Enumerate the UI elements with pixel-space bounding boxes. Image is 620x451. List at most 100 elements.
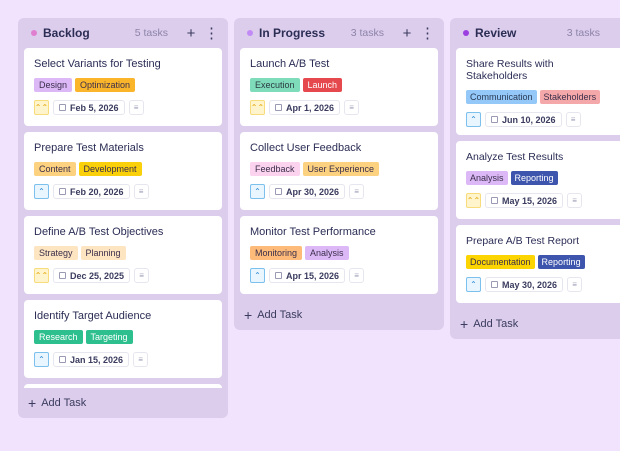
tag: Research bbox=[34, 330, 83, 344]
column-color-dot bbox=[31, 30, 37, 36]
due-date-text: May 30, 2026 bbox=[502, 279, 558, 290]
priority-high-icon[interactable]: ⌃⌃ bbox=[34, 100, 49, 115]
tag: Analysis bbox=[305, 246, 349, 260]
task-card[interactable]: Select Variants for Testing Design Optimiz… bbox=[24, 48, 222, 126]
task-footer: ⌃ Feb 20, 2026 ≡ bbox=[34, 184, 212, 199]
column-review: Review 3 tasks Share Results with Stakeho… bbox=[450, 18, 620, 339]
priority-medium-icon[interactable]: ⌃ bbox=[34, 184, 49, 199]
column-color-dot bbox=[463, 30, 469, 36]
more-options-icon[interactable]: ⋮ bbox=[420, 25, 435, 42]
task-list: Launch A/B Test Execution Launch ⌃⌃ Apr 1,… bbox=[234, 48, 444, 300]
task-card[interactable]: Analyze Test Results Analysis Reporting ⌃⌃… bbox=[456, 141, 620, 219]
tag-list: Content Development bbox=[34, 162, 212, 176]
due-date[interactable]: Feb 5, 2026 bbox=[53, 100, 125, 115]
tag: Monitoring bbox=[250, 246, 303, 260]
tag-list: Documentation Reporting bbox=[466, 255, 617, 269]
due-date[interactable]: Jun 10, 2026 bbox=[485, 112, 562, 127]
task-title: Prepare A/B Test Report bbox=[466, 235, 580, 247]
task-card[interactable]: Define A/B Test Objectives Strategy Planni… bbox=[24, 216, 222, 294]
notes-icon[interactable]: ≡ bbox=[349, 184, 365, 199]
task-card[interactable] bbox=[24, 384, 222, 388]
add-task-button[interactable]: + Add Task bbox=[234, 300, 444, 330]
add-icon[interactable]: + bbox=[402, 24, 412, 42]
column-header: In Progress 3 tasks + ⋮ bbox=[234, 18, 444, 48]
priority-medium-icon[interactable]: ⌃ bbox=[466, 277, 481, 292]
calendar-icon bbox=[275, 272, 282, 279]
task-title: Select Variants for Testing bbox=[34, 58, 161, 70]
notes-icon[interactable]: ≡ bbox=[133, 352, 149, 367]
task-title: Define A/B Test Objectives bbox=[34, 226, 164, 238]
task-footer: ⌃ Apr 15, 2026 ≡ bbox=[250, 268, 428, 283]
add-task-button[interactable]: + Add Task bbox=[450, 309, 620, 339]
due-date[interactable]: Apr 1, 2026 bbox=[269, 100, 341, 115]
due-date-text: Apr 15, 2026 bbox=[286, 270, 340, 281]
calendar-icon bbox=[59, 356, 66, 363]
due-date-text: Feb 20, 2026 bbox=[70, 186, 124, 197]
tag: Targeting bbox=[85, 330, 133, 344]
task-card[interactable]: Prepare Test Materials Content Development… bbox=[24, 132, 222, 210]
more-options-icon[interactable]: ⋮ bbox=[204, 25, 219, 42]
due-date[interactable]: Dec 25, 2025 bbox=[53, 268, 131, 283]
task-title: Identify Target Audience bbox=[34, 310, 152, 322]
tag: Stakeholders bbox=[539, 90, 601, 104]
column-backlog: Backlog 5 tasks + ⋮ Select Variants for Te… bbox=[18, 18, 228, 418]
due-date[interactable]: May 15, 2026 bbox=[485, 193, 564, 208]
tag: Planning bbox=[80, 246, 126, 260]
due-date-text: Feb 5, 2026 bbox=[70, 102, 119, 113]
tag: Content bbox=[34, 162, 76, 176]
task-card[interactable]: Prepare A/B Test Report Documentation Repo… bbox=[456, 225, 620, 303]
task-card[interactable]: Monitor Test Performance Monitoring Analys… bbox=[240, 216, 438, 294]
tag-list: Monitoring Analysis bbox=[250, 246, 428, 260]
notes-icon[interactable]: ≡ bbox=[344, 100, 360, 115]
add-task-label: Add Task bbox=[473, 318, 519, 330]
add-task-button[interactable]: + Add Task bbox=[18, 388, 228, 418]
notes-icon[interactable]: ≡ bbox=[134, 268, 150, 283]
notes-icon[interactable]: ≡ bbox=[567, 277, 583, 292]
calendar-icon bbox=[491, 116, 498, 123]
task-count: 5 tasks bbox=[134, 27, 168, 39]
task-card[interactable]: Collect User Feedback Feedback User Experi… bbox=[240, 132, 438, 210]
priority-medium-icon[interactable]: ⌃ bbox=[34, 352, 49, 367]
task-count: 3 tasks bbox=[350, 27, 384, 39]
task-count: 3 tasks bbox=[566, 27, 600, 39]
notes-icon[interactable]: ≡ bbox=[567, 193, 583, 208]
priority-medium-icon[interactable]: ⌃ bbox=[250, 184, 265, 199]
tag: Optimization bbox=[75, 78, 136, 92]
task-footer: ⌃ Jan 15, 2026 ≡ bbox=[34, 352, 212, 367]
tag: Analysis bbox=[466, 171, 508, 185]
priority-high-icon[interactable]: ⌃⌃ bbox=[34, 268, 49, 283]
due-date[interactable]: Feb 20, 2026 bbox=[53, 184, 130, 199]
tag: Feedback bbox=[250, 162, 300, 176]
notes-icon[interactable]: ≡ bbox=[133, 184, 149, 199]
due-date[interactable]: Jan 15, 2026 bbox=[53, 352, 130, 367]
tag-list: Communication Stakeholders bbox=[466, 90, 617, 104]
due-date[interactable]: May 30, 2026 bbox=[485, 277, 564, 292]
tag: Reporting bbox=[537, 255, 585, 269]
due-date[interactable]: Apr 15, 2026 bbox=[269, 268, 346, 283]
add-icon[interactable]: + bbox=[186, 24, 196, 42]
task-footer: ⌃ Apr 30, 2026 ≡ bbox=[250, 184, 428, 199]
tag: User Experience bbox=[302, 162, 380, 176]
task-card[interactable]: Identify Target Audience Research Targetin… bbox=[24, 300, 222, 378]
priority-medium-icon[interactable]: ⌃ bbox=[250, 268, 265, 283]
column-in-progress: In Progress 3 tasks + ⋮ Launch A/B Test Exe… bbox=[234, 18, 444, 330]
plus-icon: + bbox=[28, 395, 37, 411]
task-title: Analyze Test Results bbox=[466, 151, 564, 163]
notes-icon[interactable]: ≡ bbox=[349, 268, 365, 283]
tag-list: Analysis Reporting bbox=[466, 171, 617, 185]
task-list: Select Variants for Testing Design Optimiz… bbox=[18, 48, 228, 388]
calendar-icon bbox=[59, 104, 66, 111]
priority-high-icon[interactable]: ⌃⌃ bbox=[466, 193, 481, 208]
task-card[interactable]: Launch A/B Test Execution Launch ⌃⌃ Apr 1,… bbox=[240, 48, 438, 126]
notes-icon[interactable]: ≡ bbox=[128, 100, 144, 115]
add-task-label: Add Task bbox=[41, 397, 87, 409]
priority-medium-icon[interactable]: ⌃ bbox=[466, 112, 481, 127]
due-date[interactable]: Apr 30, 2026 bbox=[269, 184, 346, 199]
task-title: Monitor Test Performance bbox=[250, 226, 376, 238]
priority-high-icon[interactable]: ⌃⌃ bbox=[250, 100, 265, 115]
notes-icon[interactable]: ≡ bbox=[565, 112, 581, 127]
task-card[interactable]: Share Results with Stakeholders Communica… bbox=[456, 48, 620, 135]
task-footer: ⌃ May 30, 2026 ≡ bbox=[466, 277, 617, 292]
tag: Reporting bbox=[510, 171, 558, 185]
column-header: Backlog 5 tasks + ⋮ bbox=[18, 18, 228, 48]
